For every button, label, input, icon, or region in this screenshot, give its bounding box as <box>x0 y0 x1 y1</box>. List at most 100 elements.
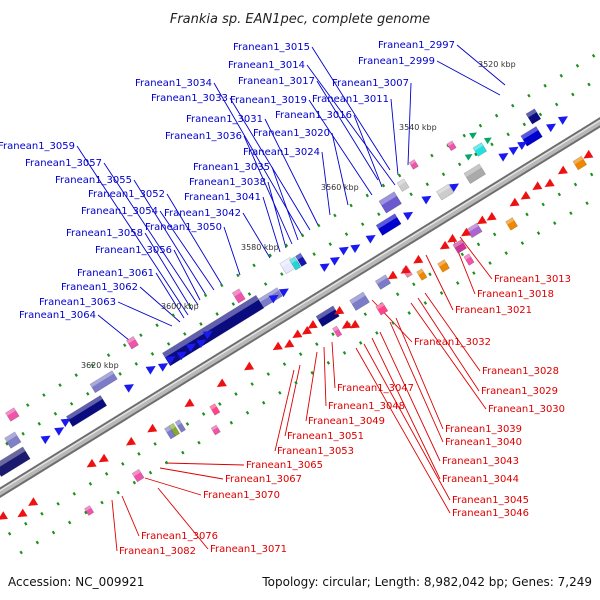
forward-gene-label[interactable]: Franean1_3016 <box>275 110 352 121</box>
gene-box <box>84 505 95 516</box>
forward-label-connector <box>311 46 391 171</box>
forward-gene-label[interactable]: Franean1_3011 <box>312 94 389 105</box>
forward-gene-label[interactable]: Franean1_3017 <box>238 76 315 87</box>
reverse-gene-label[interactable]: Franean1_3029 <box>481 386 558 397</box>
reverse-gene-label[interactable]: Franean1_3053 <box>277 446 354 457</box>
tick-mark <box>425 182 430 187</box>
reverse-label-connector <box>363 343 451 501</box>
forward-gene-label[interactable]: Franean1_3031 <box>186 114 263 125</box>
reverse-gene-label[interactable]: Franean1_3040 <box>445 437 522 448</box>
forward-gene-label[interactable]: Franean1_3034 <box>135 78 212 89</box>
tick-mark <box>69 401 74 406</box>
gene-arrow <box>278 288 289 298</box>
tick-mark <box>557 192 562 197</box>
reverse-gene-label[interactable]: Franean1_3071 <box>210 544 287 555</box>
tick-mark <box>365 193 369 198</box>
forward-gene-label[interactable]: Franean1_3035 <box>193 162 270 173</box>
gene-arrow <box>284 339 295 348</box>
gene-arrow <box>421 195 432 205</box>
forward-gene-label[interactable]: Franean1_3020 <box>253 128 330 139</box>
tick-mark <box>199 322 203 326</box>
reverse-gene-label[interactable]: Franean1_3021 <box>455 305 532 316</box>
forward-gene-label[interactable]: Franean1_3058 <box>66 228 143 239</box>
forward-gene-label[interactable]: Franean1_3052 <box>88 189 165 200</box>
forward-gene-label[interactable]: Franean1_3014 <box>228 60 305 71</box>
gene-box <box>374 274 392 290</box>
forward-gene-label[interactable]: Franean1_3064 <box>19 310 96 321</box>
reverse-gene-label[interactable]: Franean1_3049 <box>308 416 385 427</box>
reverse-gene-label[interactable]: Franean1_3076 <box>141 531 218 542</box>
reverse-gene-label[interactable]: Franean1_3028 <box>482 366 559 377</box>
reverse-gene-label[interactable]: Franean1_3067 <box>225 474 302 485</box>
forward-gene-label[interactable]: Franean1_3057 <box>25 158 102 169</box>
tick-mark <box>84 510 88 515</box>
reverse-label-connector <box>121 495 140 537</box>
tick-mark <box>585 201 589 206</box>
forward-label-connector <box>390 98 399 176</box>
forward-label-connector <box>306 64 396 186</box>
forward-gene-label[interactable]: Franean1_2997 <box>378 40 455 51</box>
gene-arrow <box>532 181 543 190</box>
forward-gene-label[interactable]: Franean1_2999 <box>358 56 435 67</box>
gene-arrow <box>461 227 472 237</box>
forward-gene-label[interactable]: Franean1_3062 <box>61 282 138 293</box>
gene-box <box>295 252 308 267</box>
forward-gene-label[interactable]: Franean1_3056 <box>95 245 172 256</box>
forward-gene-label[interactable]: Franean1_3061 <box>77 268 154 279</box>
gene-box <box>572 155 588 171</box>
tick-mark <box>137 452 141 456</box>
reverse-gene-label[interactable]: Franean1_3048 <box>328 401 405 412</box>
forward-gene-label[interactable]: Franean1_3036 <box>165 131 242 142</box>
reverse-label-connector <box>157 487 209 550</box>
reverse-gene-label[interactable]: Franean1_3051 <box>287 431 364 442</box>
reverse-gene-label[interactable]: Franean1_3018 <box>477 289 554 300</box>
forward-gene-label[interactable]: Franean1_3059 <box>0 141 75 152</box>
tick-mark <box>492 232 497 237</box>
forward-gene-label[interactable]: Franean1_3015 <box>233 42 310 53</box>
forward-gene-label[interactable]: Franean1_3055 <box>55 175 132 186</box>
gene-arrow <box>400 265 411 274</box>
reverse-gene-label[interactable]: Franean1_3070 <box>203 490 280 501</box>
gene-box <box>472 142 488 157</box>
reverse-gene-label[interactable]: Franean1_3065 <box>246 460 323 471</box>
forward-label-connector <box>242 212 271 259</box>
tick-mark <box>185 422 190 426</box>
gene-arrow <box>508 146 519 156</box>
reverse-gene-label[interactable]: Franean1_3045 <box>452 495 529 506</box>
forward-label-connector <box>117 301 173 327</box>
tick-mark <box>412 282 416 287</box>
tick-mark <box>155 323 159 328</box>
forward-gene-label[interactable]: Franean1_3038 <box>189 177 266 188</box>
tick-mark <box>511 103 515 108</box>
forward-gene-label[interactable]: Franean1_3054 <box>81 206 158 217</box>
reverse-gene-label[interactable]: Franean1_3013 <box>494 274 571 285</box>
forward-gene-label[interactable]: Franean1_3024 <box>243 147 320 158</box>
reverse-gene-label[interactable]: Franean1_3032 <box>414 337 491 348</box>
forward-gene-label[interactable]: Franean1_3019 <box>230 95 307 106</box>
gene-arrow <box>557 116 568 125</box>
reverse-gene-label[interactable]: Franean1_3046 <box>452 508 529 519</box>
forward-gene-label[interactable]: Franean1_3007 <box>332 78 409 89</box>
reverse-gene-label[interactable]: Franean1_3039 <box>445 424 522 435</box>
reverse-label-connector <box>425 254 454 311</box>
forward-gene-label[interactable]: Franean1_3042 <box>164 208 241 219</box>
tick-mark <box>187 303 192 308</box>
gene-arrow <box>439 240 450 250</box>
reverse-gene-label[interactable]: Franean1_3030 <box>488 404 565 415</box>
reverse-gene-label[interactable]: Franean1_3082 <box>119 546 196 557</box>
gene-arrow <box>185 343 196 353</box>
forward-gene-label[interactable]: Franean1_3033 <box>151 93 228 104</box>
reverse-gene-label[interactable]: Franean1_3043 <box>442 456 519 467</box>
gene-arrow <box>244 361 255 371</box>
reverse-gene-label[interactable]: Franean1_3047 <box>337 383 414 394</box>
forward-label-connector <box>229 97 311 231</box>
gene-box <box>0 446 31 477</box>
scale-label: 3620 kbp <box>81 361 119 370</box>
tick-mark <box>218 402 222 406</box>
reverse-gene-label[interactable]: Franean1_3044 <box>442 474 519 485</box>
forward-gene-label[interactable]: Franean1_3063 <box>39 297 116 308</box>
gene-arrow <box>469 132 477 140</box>
forward-label-connector <box>436 60 501 96</box>
forward-gene-label[interactable]: Franean1_3041 <box>184 192 261 203</box>
forward-gene-label[interactable]: Franean1_3050 <box>145 222 222 233</box>
